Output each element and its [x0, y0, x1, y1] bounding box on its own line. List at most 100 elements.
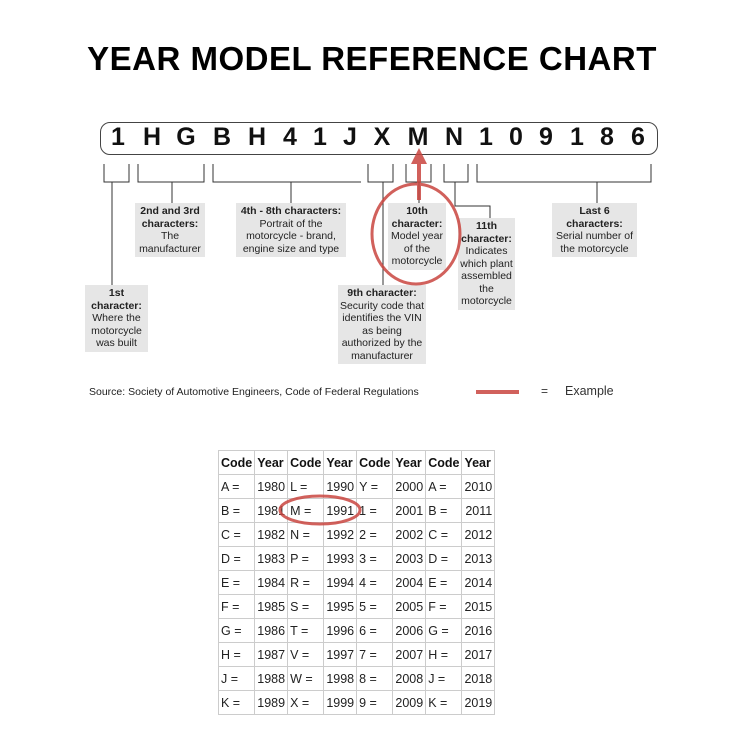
code-cell: K = — [425, 690, 463, 715]
legend-example-label: Example — [565, 384, 614, 398]
code-cell: 9 = — [356, 690, 394, 715]
year-cell: 2016 — [461, 618, 496, 643]
code-cell: T = — [287, 618, 325, 643]
year-cell: 2014 — [461, 570, 496, 595]
year-cell: 2000 — [392, 474, 427, 499]
table-row: E = 1984 R = 1994 4 = 2004 E = 2014 — [217, 570, 496, 595]
table-row: J = 1988 W = 1998 8 = 2008 J = 2018 — [217, 666, 496, 691]
label-head: Last 6 characters: — [566, 205, 623, 230]
vin-character: X — [373, 123, 391, 151]
code-cell: M = — [287, 498, 325, 523]
year-cell: 1983 — [254, 546, 289, 571]
code-cell: 6 = — [356, 618, 394, 643]
code-cell: W = — [287, 666, 325, 691]
label-head: 10th character: — [391, 205, 443, 230]
table-row: G = 1986 T = 1996 6 = 2006 G = 2016 — [217, 618, 496, 643]
code-cell: A = — [425, 474, 463, 499]
vin-character: 8 — [600, 123, 614, 151]
page-title: YEAR MODEL REFERENCE CHART — [87, 40, 657, 77]
code-cell: G = — [425, 618, 463, 643]
vin-character: N — [444, 123, 464, 151]
label-9th-character: 9th character: Security code that identif… — [338, 285, 426, 364]
year-cell: 2019 — [461, 690, 496, 715]
year-cell: 1995 — [323, 594, 358, 619]
vin-character: J — [343, 123, 357, 151]
year-cell: 1994 — [323, 570, 358, 595]
code-cell: K = — [217, 690, 256, 715]
label-body: The manufacturer — [139, 230, 201, 255]
code-cell: C = — [217, 522, 256, 547]
year-cell: 1990 — [323, 474, 358, 499]
year-cell: 1992 — [323, 522, 358, 547]
bracket-1st — [103, 164, 130, 285]
code-cell: 2 = — [356, 522, 394, 547]
label-body: Where the motorcycle was built — [91, 312, 142, 349]
column-header: Year — [461, 450, 496, 475]
year-cell: 2009 — [392, 690, 427, 715]
label-head: 11th character: — [461, 220, 512, 245]
vin-character: M — [407, 123, 429, 151]
vin-box — [100, 122, 658, 155]
code-cell: V = — [287, 642, 325, 667]
label-body: Indicates which plant assembled the moto… — [460, 245, 513, 307]
label-body: Security code that identifies the VIN as… — [339, 299, 425, 362]
label-head: 2nd and 3rd characters: — [140, 205, 200, 230]
year-cell: 1998 — [323, 666, 358, 691]
code-cell: P = — [287, 546, 325, 571]
label-body: Serial number of the motorcycle — [555, 230, 634, 255]
table-row: K = 1989 X = 1999 9 = 2009 K = 2019 — [217, 690, 496, 715]
label-last-6-characters: Last 6 characters: Serial number of the m… — [552, 203, 637, 257]
code-cell: 7 = — [356, 642, 394, 667]
code-cell: B = — [217, 498, 256, 523]
column-header: Year — [392, 450, 427, 475]
code-cell: J = — [217, 666, 256, 691]
bracket-11th — [443, 164, 491, 218]
vin-character: H — [247, 123, 267, 151]
code-cell: E = — [425, 570, 463, 595]
label-4th-8th-characters: 4th - 8th characters: Portrait of the mot… — [236, 203, 346, 257]
vin-character: B — [212, 123, 232, 151]
label-head: 1st character: — [91, 287, 142, 312]
column-header: Code — [217, 450, 256, 475]
highlight-circle-10th — [370, 182, 462, 286]
source-note: Source: Society of Automotive Engineers,… — [89, 386, 419, 398]
year-code-table: Code Year Code Year Code Year Code Year A = 1980… — [217, 450, 496, 715]
vin-character: 1 — [313, 123, 327, 151]
table-row: H = 1987 V = 1997 7 = 2007 H = 2017 — [217, 642, 496, 667]
code-cell: F = — [425, 594, 463, 619]
year-cell: 1993 — [323, 546, 358, 571]
code-cell: H = — [425, 642, 463, 667]
legend-equals: = — [541, 384, 549, 398]
code-cell: R = — [287, 570, 325, 595]
label-2nd-3rd-characters: 2nd and 3rd characters: The manufacturer — [135, 203, 205, 257]
year-cell: 2005 — [392, 594, 427, 619]
bracket-4th-8th — [212, 164, 361, 203]
bracket-2nd-3rd — [137, 164, 205, 203]
code-cell: J = — [425, 666, 463, 691]
column-header: Code — [425, 450, 463, 475]
year-cell: 2012 — [461, 522, 496, 547]
vin-character: 4 — [283, 123, 297, 151]
year-cell: 1997 — [323, 642, 358, 667]
code-cell: B = — [425, 498, 463, 523]
label-body: Portrait of the motorcycle - brand, engi… — [242, 217, 340, 255]
label-11th-character: 11th character: Indicates which plant ass… — [458, 218, 515, 310]
code-cell: H = — [217, 642, 256, 667]
code-cell: A = — [217, 474, 256, 499]
code-cell: E = — [217, 570, 256, 595]
label-10th-character: 10th character: Model year of the motorcy… — [388, 203, 446, 270]
code-cell: X = — [287, 690, 325, 715]
vin-character: 6 — [631, 123, 645, 151]
label-1st-character: 1st character: Where the motorcycle was b… — [85, 285, 148, 352]
year-cell: 1988 — [254, 666, 289, 691]
code-cell: N = — [287, 522, 325, 547]
vin-character: 1 — [111, 123, 125, 151]
vin-character: 0 — [509, 123, 523, 151]
code-cell: F = — [217, 594, 256, 619]
year-cell: 1984 — [254, 570, 289, 595]
bracket-last-6 — [476, 164, 652, 203]
vin-character: 9 — [539, 123, 553, 151]
